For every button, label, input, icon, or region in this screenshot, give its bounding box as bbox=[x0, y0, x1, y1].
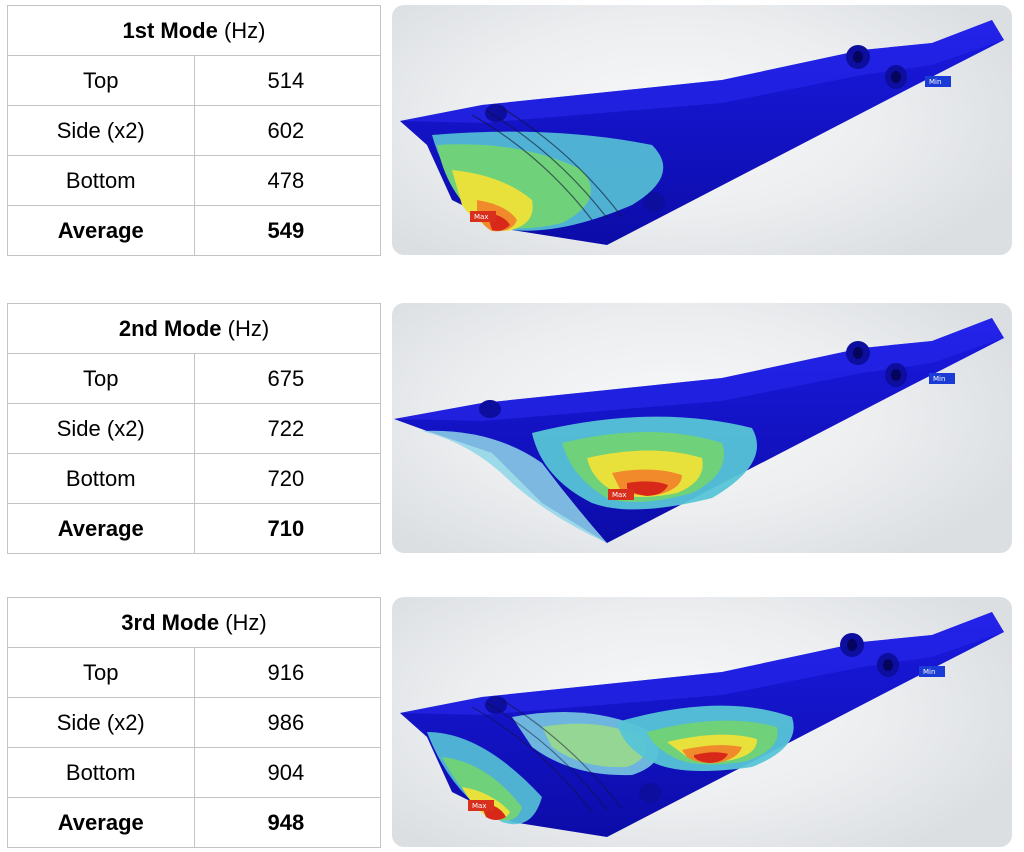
max-tag: Max bbox=[470, 211, 496, 222]
mode-table-2: 2nd Mode (Hz) Top 675 Side (x2) 722 Bottom… bbox=[7, 303, 381, 554]
mode-table-header: 3rd Mode (Hz) bbox=[7, 597, 381, 648]
contour-right-red bbox=[694, 752, 728, 763]
part-top-edge bbox=[400, 20, 1004, 123]
row-label-top: Top bbox=[7, 55, 195, 106]
value-average: 710 bbox=[193, 503, 381, 554]
min-tag: Min bbox=[919, 666, 945, 677]
mount-hole bbox=[853, 347, 863, 359]
fea-model-1: Max Min bbox=[400, 20, 1004, 245]
mode-table-header: 2nd Mode (Hz) bbox=[7, 303, 381, 354]
mount-hole bbox=[853, 51, 863, 63]
min-tag: Min bbox=[929, 373, 955, 384]
contour-mid-green bbox=[542, 723, 646, 768]
mount-lug bbox=[643, 192, 665, 212]
table-row: Bottom 720 bbox=[7, 453, 381, 504]
mount-lug bbox=[485, 696, 507, 714]
mount-hole bbox=[891, 369, 901, 381]
row-label-bottom: Bottom bbox=[7, 453, 195, 504]
max-tag-label: Max bbox=[612, 491, 626, 499]
min-tag-label: Min bbox=[923, 668, 935, 676]
row-label-bottom: Bottom bbox=[7, 747, 195, 798]
row-label-bottom: Bottom bbox=[7, 155, 195, 206]
table-row-average: Average 948 bbox=[7, 797, 381, 848]
fea-render-panel-2: Max Min bbox=[392, 303, 1012, 553]
row-label-average: Average bbox=[7, 205, 195, 256]
table-row: Top 916 bbox=[7, 647, 381, 698]
value-top: 916 bbox=[193, 647, 381, 698]
mode-title: 1st Mode bbox=[122, 17, 218, 43]
mount-hole bbox=[847, 639, 857, 651]
mount-lug bbox=[639, 783, 661, 803]
max-tag-label: Max bbox=[472, 802, 486, 810]
value-bottom: 904 bbox=[193, 747, 381, 798]
table-row: Side (x2) 722 bbox=[7, 403, 381, 454]
mode-section-2: 2nd Mode (Hz) Top 675 Side (x2) 722 Bottom… bbox=[0, 303, 1024, 554]
max-tag-label: Max bbox=[474, 213, 488, 221]
value-side: 722 bbox=[193, 403, 381, 454]
min-tag-label: Min bbox=[929, 78, 941, 86]
value-side: 602 bbox=[193, 105, 381, 156]
fea-model-2: Max Min bbox=[394, 318, 1004, 543]
mode-section-3: 3rd Mode (Hz) Top 916 Side (x2) 986 Bottom… bbox=[0, 597, 1024, 848]
row-label-side: Side (x2) bbox=[7, 697, 195, 748]
value-top: 675 bbox=[193, 353, 381, 404]
unit-label: (Hz) bbox=[225, 609, 267, 635]
value-average: 549 bbox=[193, 205, 381, 256]
row-label-side: Side (x2) bbox=[7, 403, 195, 454]
rib-lines bbox=[471, 107, 623, 221]
value-average: 948 bbox=[193, 797, 381, 848]
mount-lug bbox=[479, 400, 501, 418]
mode-title: 3rd Mode bbox=[121, 609, 220, 635]
table-row: Side (x2) 986 bbox=[7, 697, 381, 748]
mount-hole bbox=[891, 71, 901, 83]
fea-render-panel-3: Max Min bbox=[392, 597, 1012, 847]
max-tag: Max bbox=[608, 489, 634, 500]
table-row: Bottom 904 bbox=[7, 747, 381, 798]
mode-table-3: 3rd Mode (Hz) Top 916 Side (x2) 986 Bottom… bbox=[7, 597, 381, 848]
table-row-average: Average 710 bbox=[7, 503, 381, 554]
table-row: Top 514 bbox=[7, 55, 381, 106]
fea-model-3: Max Min bbox=[400, 612, 1004, 837]
rib-lines bbox=[471, 699, 623, 813]
row-label-average: Average bbox=[7, 797, 195, 848]
fea-render-panel-1: Max Min bbox=[392, 5, 1012, 255]
unit-label: (Hz) bbox=[227, 315, 270, 341]
flange-deformed bbox=[422, 430, 607, 543]
value-bottom: 720 bbox=[193, 453, 381, 504]
value-bottom: 478 bbox=[193, 155, 381, 206]
mount-hole bbox=[883, 659, 893, 671]
row-label-top: Top bbox=[7, 353, 195, 404]
table-row: Bottom 478 bbox=[7, 155, 381, 206]
max-tag: Max bbox=[468, 800, 494, 811]
value-side: 986 bbox=[193, 697, 381, 748]
row-label-top: Top bbox=[7, 647, 195, 698]
unit-label: (Hz) bbox=[223, 17, 266, 43]
mode-table-header: 1st Mode (Hz) bbox=[7, 5, 381, 56]
min-tag-label: Min bbox=[933, 375, 945, 383]
table-row: Side (x2) 602 bbox=[7, 105, 381, 156]
row-label-average: Average bbox=[7, 503, 195, 554]
mode-section-1: 1st Mode (Hz) Top 514 Side (x2) 602 Bottom… bbox=[0, 5, 1024, 256]
min-tag: Min bbox=[925, 76, 951, 87]
mount-lug bbox=[485, 104, 507, 122]
table-row-average: Average 549 bbox=[7, 205, 381, 256]
table-row: Top 675 bbox=[7, 353, 381, 404]
part-top-edge bbox=[394, 318, 1004, 421]
value-top: 514 bbox=[193, 55, 381, 106]
contour-red bbox=[627, 481, 668, 496]
mode-title: 2nd Mode bbox=[118, 315, 222, 341]
mode-table-1: 1st Mode (Hz) Top 514 Side (x2) 602 Bottom… bbox=[7, 5, 381, 256]
row-label-side: Side (x2) bbox=[7, 105, 195, 156]
